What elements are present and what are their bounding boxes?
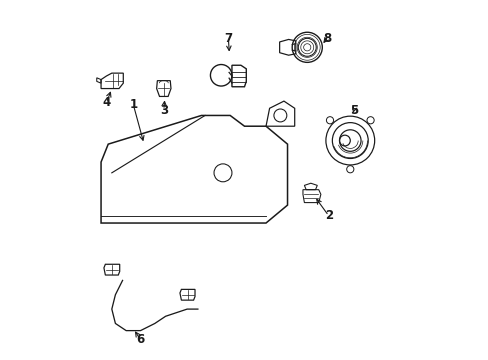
Text: 1: 1 bbox=[129, 98, 137, 111]
Text: 3: 3 bbox=[160, 104, 167, 117]
Text: 6: 6 bbox=[136, 333, 144, 346]
Text: 8: 8 bbox=[322, 32, 330, 45]
Text: 2: 2 bbox=[324, 210, 332, 222]
Text: 5: 5 bbox=[349, 104, 357, 117]
Text: 4: 4 bbox=[102, 96, 110, 109]
Text: 7: 7 bbox=[224, 32, 232, 45]
